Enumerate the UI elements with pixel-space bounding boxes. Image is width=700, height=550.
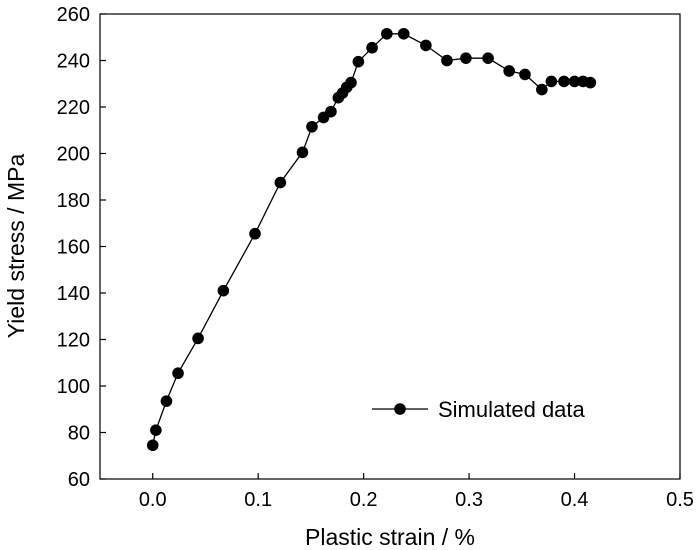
y-axis-title: Yield stress / MPa: [3, 154, 29, 339]
legend-marker: [394, 403, 406, 415]
x-tick-label: 0.2: [350, 489, 378, 511]
data-point: [172, 367, 184, 380]
data-point: [160, 395, 173, 407]
data-point: [545, 75, 558, 88]
x-axis-title: Plastic strain / %: [305, 524, 475, 550]
x-tick-label: 0.3: [455, 489, 483, 511]
y-tick-label: 140: [57, 283, 90, 305]
data-point: [217, 284, 230, 297]
data-point: [420, 39, 432, 52]
data-point: [503, 65, 515, 77]
data-point: [306, 120, 318, 133]
data-point: [584, 76, 597, 89]
data-point: [274, 176, 287, 189]
data-point: [482, 52, 494, 64]
legend: Simulated data: [372, 397, 586, 422]
data-point: [150, 424, 162, 436]
data-point: [397, 27, 410, 40]
data-point: [192, 332, 204, 345]
legend-label: Simulated data: [438, 397, 586, 422]
y-tick-label: 100: [57, 376, 90, 398]
data-point: [460, 52, 472, 64]
data-point: [519, 68, 531, 81]
y-tick-label: 180: [57, 190, 90, 212]
y-tick-label: 220: [57, 97, 90, 119]
data-point: [536, 83, 548, 96]
data-point: [249, 227, 261, 240]
data-point: [296, 146, 309, 159]
series-line: [152, 33, 591, 446]
y-tick-label: 160: [57, 237, 90, 259]
x-tick-label: 0.1: [244, 489, 272, 511]
data-point: [352, 55, 365, 68]
x-tick-label: 0.0: [139, 489, 167, 511]
x-axis-ticks: 0.0 0.1 0.2 0.3 0.4 0.5: [139, 473, 694, 511]
data-point: [558, 75, 570, 88]
x-tick-label: 0.4: [561, 489, 589, 511]
y-tick-label: 200: [57, 144, 90, 166]
x-tick-label: 0.5: [666, 489, 694, 511]
data-point: [568, 75, 581, 88]
data-point: [366, 41, 378, 54]
data-point: [325, 105, 337, 118]
y-tick-label: 260: [57, 4, 90, 26]
series-simulated-data: [146, 27, 597, 452]
y-tick-label: 80: [68, 423, 90, 445]
y-tick-label: 240: [57, 51, 90, 73]
y-tick-label: 120: [57, 330, 90, 352]
y-tick-label: 60: [68, 469, 90, 491]
data-point: [381, 27, 393, 40]
y-axis-ticks: 60 80 100 120 140 160 180 200 220 240 260: [57, 4, 106, 491]
data-point: [146, 439, 159, 452]
data-point: [441, 54, 453, 67]
data-point: [345, 76, 357, 89]
